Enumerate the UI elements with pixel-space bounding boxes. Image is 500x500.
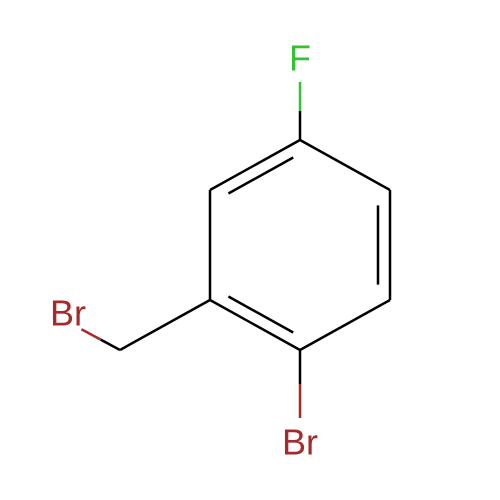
atom-label-Br1: Br: [282, 422, 318, 463]
bond-c7-Br2-a: [101, 340, 120, 350]
molecule-diagram: F Br Br: [0, 0, 500, 500]
bond-c1-c2: [210, 140, 300, 190]
bond-c6-c7: [120, 300, 210, 350]
atom-label-Br2: Br: [50, 293, 86, 334]
bond-c2-c3: [300, 140, 390, 190]
bond-c5-c6: [210, 300, 300, 350]
bond-c4-c5: [300, 300, 390, 350]
atom-label-F: F: [289, 38, 311, 79]
